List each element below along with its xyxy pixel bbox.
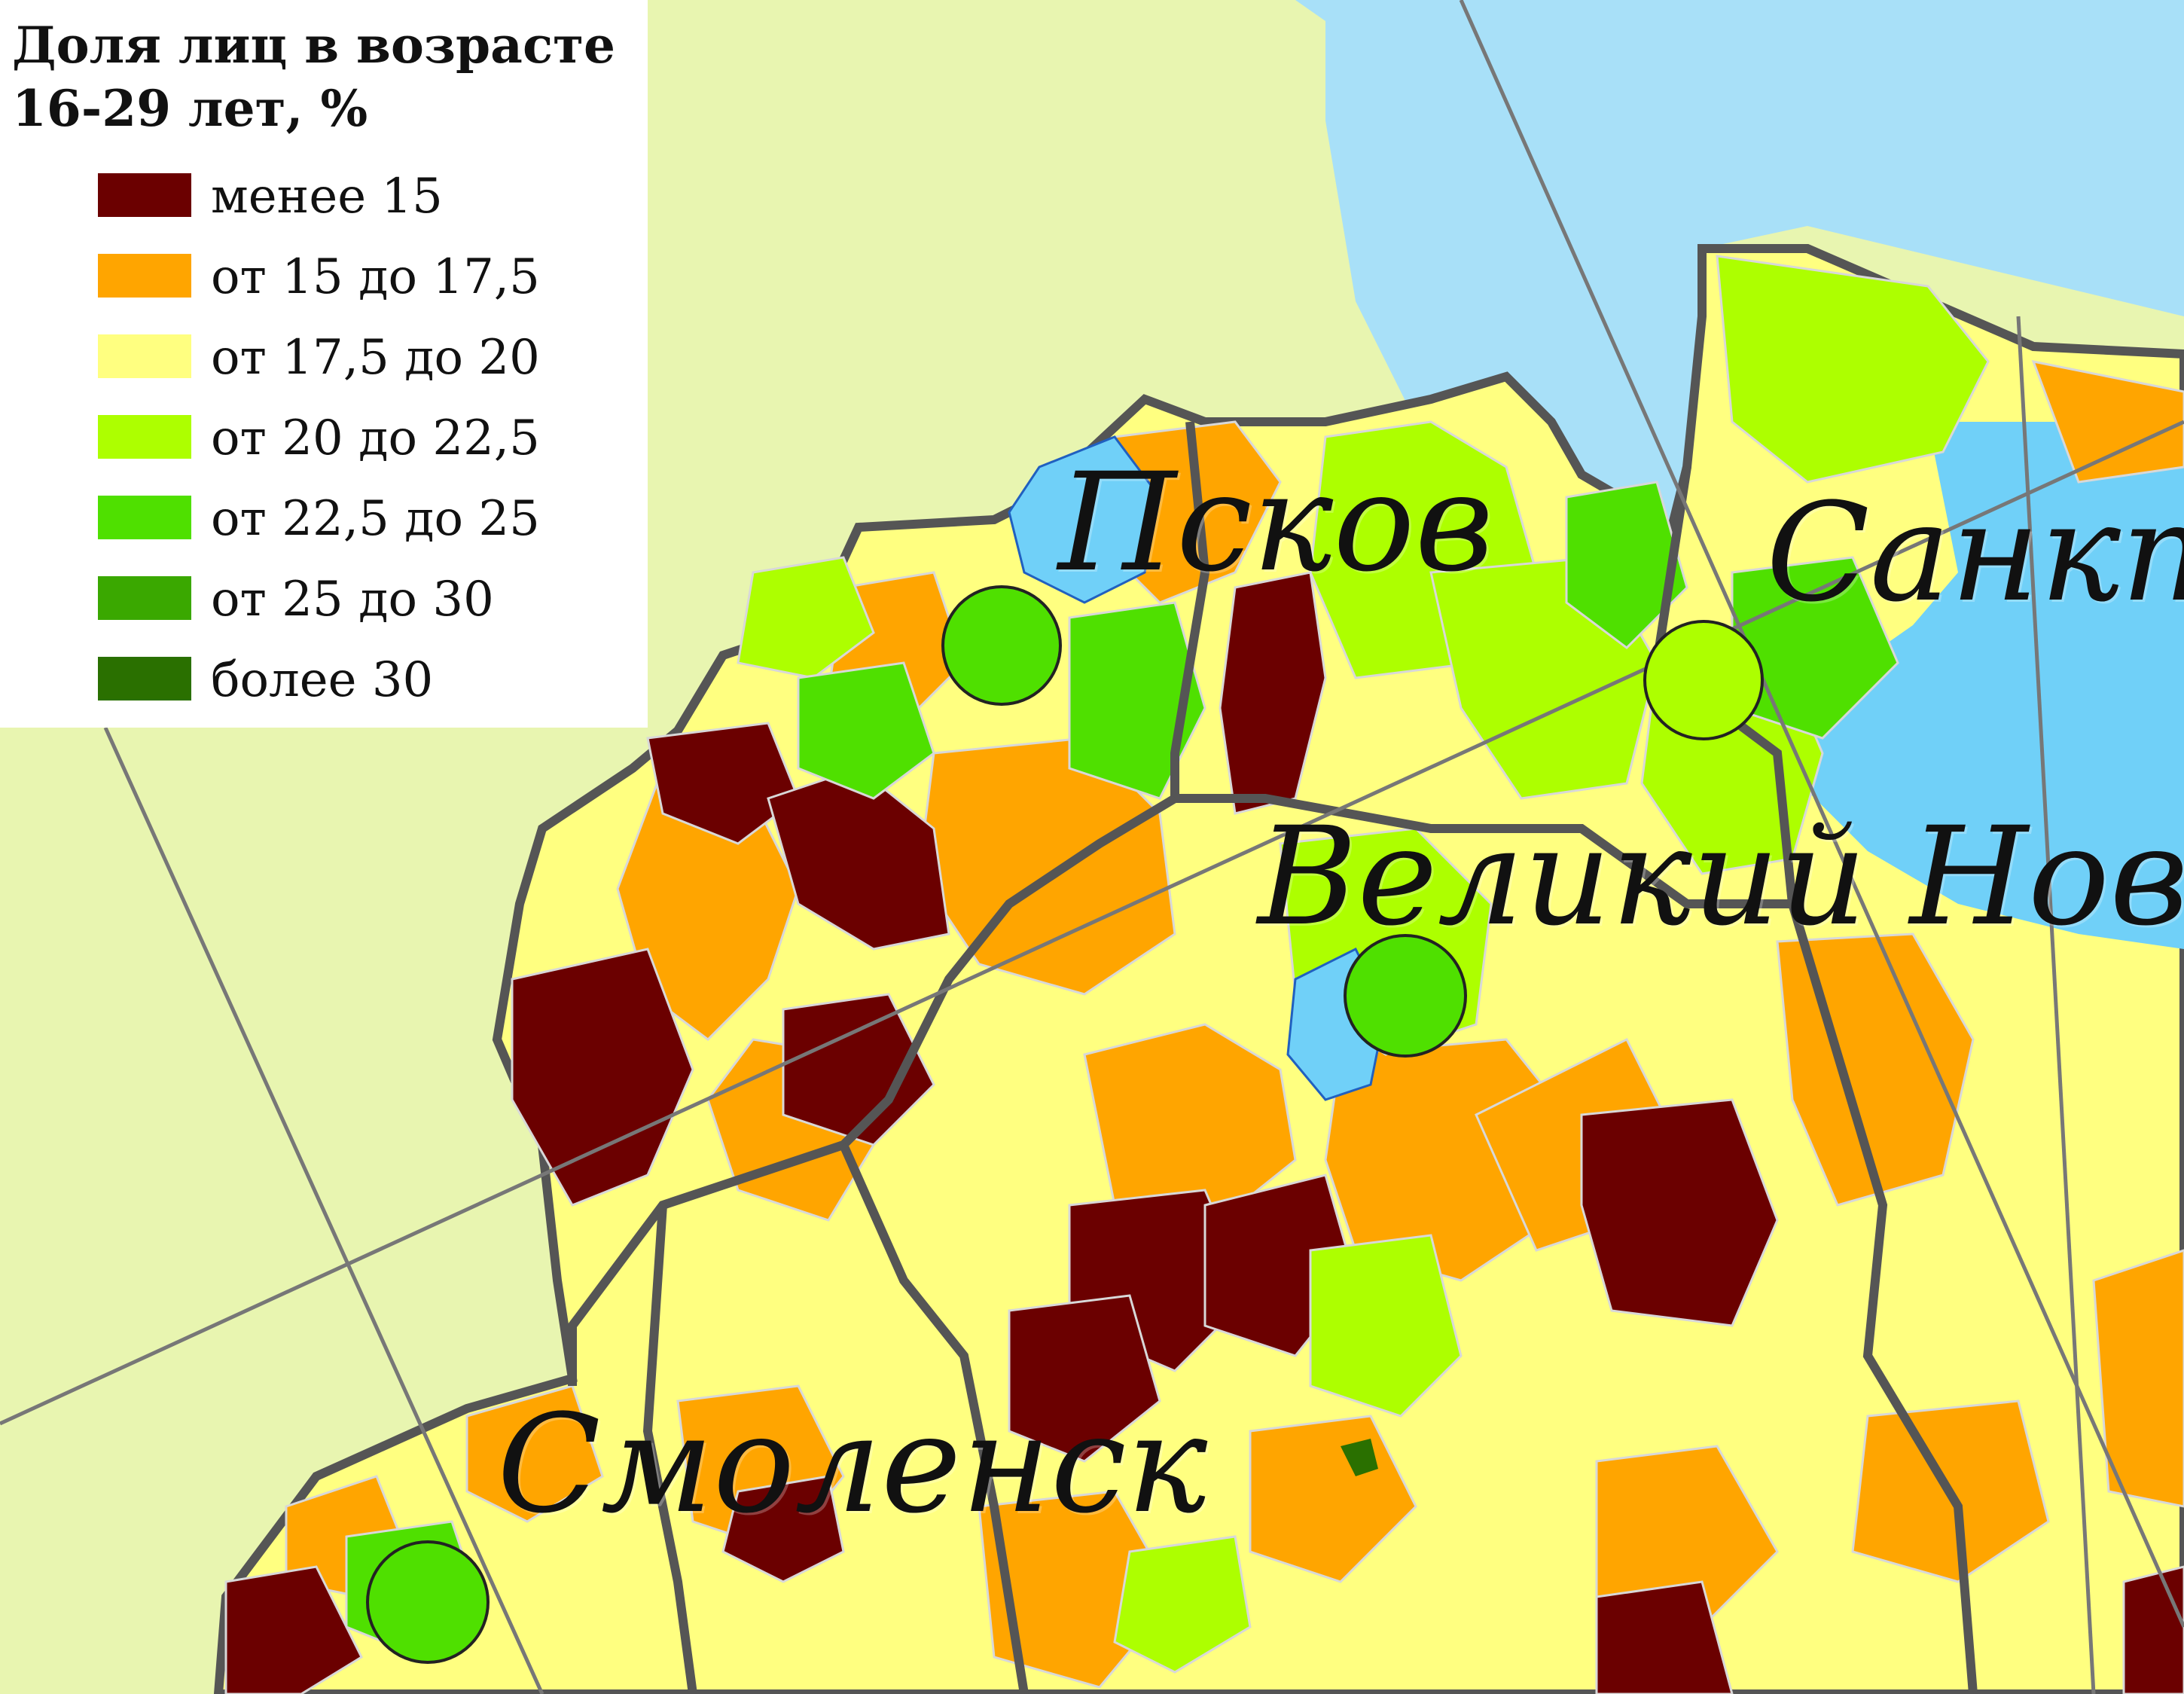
districts-dark-red: [224, 571, 2184, 1694]
legend-label: от 20 до 22,5: [211, 411, 540, 466]
city-label-spb: Санкт: [1766, 475, 2184, 632]
legend: Доля лиц в возрасте 16-29 лет, % менее 1…: [0, 0, 648, 728]
district-dark-green: [1341, 1439, 1378, 1476]
city-marker-smolensk[interactable]: [366, 1540, 490, 1664]
legend-label: от 22,5 до 25: [211, 491, 540, 547]
gulf-water-islands: [1295, 0, 1431, 53]
legend-title-line1: Доля лиц в возрасте: [12, 16, 616, 75]
legend-label: менее 15: [211, 169, 443, 224]
legend-label: от 25 до 30: [211, 572, 494, 627]
city-label-pskov: Псков: [1058, 444, 1494, 602]
legend-title: Доля лиц в возрасте 16-29 лет, %: [12, 14, 645, 140]
legend-label: от 15 до 17,5: [211, 249, 540, 305]
legend-swatch: [98, 173, 191, 217]
city-label-novgorod: Великий Новгор: [1258, 798, 2184, 956]
legend-swatch: [98, 334, 191, 378]
region-base: [213, 244, 2184, 1694]
legend-label: более 30: [211, 652, 434, 708]
legend-swatch: [98, 496, 191, 539]
legend-swatch: [98, 254, 191, 298]
city-marker-spb[interactable]: [1643, 620, 1764, 740]
legend-label: от 17,5 до 20: [211, 330, 540, 386]
lake-pskov: [1008, 435, 1161, 604]
lake-water: [1792, 422, 2184, 949]
gulf-water: [828, 0, 2184, 572]
legend-title-line2: 16-29 лет, %: [12, 79, 368, 138]
region-borders: [568, 421, 1978, 1694]
city-marker-novgorod[interactable]: [1344, 934, 1467, 1058]
legend-swatch: [98, 657, 191, 700]
legend-swatch: [98, 415, 191, 459]
city-label-smolensk: Смоленск: [497, 1386, 1208, 1543]
legend-swatch: [98, 576, 191, 620]
city-marker-pskov[interactable]: [941, 585, 1062, 706]
